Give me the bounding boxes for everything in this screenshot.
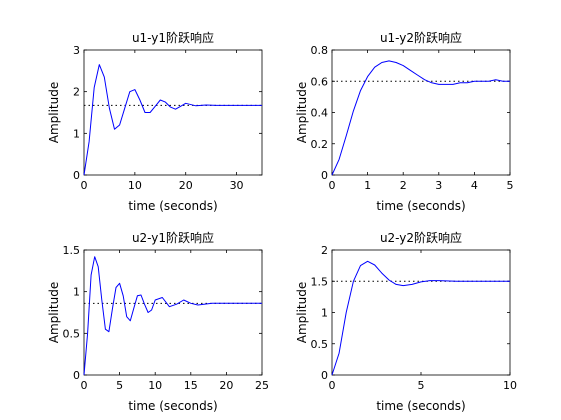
y-tick-label: 2 — [73, 86, 80, 99]
x-tick-label: 2 — [400, 179, 407, 192]
y-axis-label: Amplitude — [47, 82, 61, 144]
x-axis-label: time (seconds) — [376, 399, 465, 413]
y-tick-label: 1 — [73, 127, 80, 140]
subplot-title: u2-y2阶跃响应 — [380, 230, 462, 245]
x-axis-label: time (seconds) — [376, 199, 465, 213]
x-tick-label: 5 — [418, 379, 425, 392]
y-tick-label: 0.5 — [63, 327, 81, 340]
subplot-1: 0 10 20 30 0 1 2 3 u1-y1阶跃响应 time (seconds) Amplit… — [47, 30, 263, 213]
x-tick-label: 3 — [435, 179, 442, 192]
step-response-line — [331, 60, 510, 176]
x-tick-label: 4 — [471, 179, 478, 192]
x-tick-label: 1 — [364, 179, 371, 192]
x-tick-label: 20 — [179, 179, 193, 192]
y-tick-label: 0.6 — [311, 75, 329, 88]
x-tick-label: 5 — [116, 379, 123, 392]
y-tick-label: 2 — [321, 244, 328, 257]
y-tick-label: 0 — [73, 169, 80, 182]
x-tick-label: 5 — [507, 179, 514, 192]
plot-area — [331, 49, 511, 176]
y-tick-label: 0 — [321, 169, 328, 182]
subplot-4: 0 5 10 0 0.5 1 1.5 2 u2-y2阶跃响应 time (seconds) Ampl… — [295, 230, 517, 413]
y-axis-label: Amplitude — [295, 282, 309, 344]
x-axis-label: time (seconds) — [128, 199, 217, 213]
step-response-line — [331, 260, 510, 376]
subplot-title: u2-y1阶跃响应 — [132, 230, 214, 245]
x-axis-label: time (seconds) — [128, 399, 217, 413]
x-tick-label: 25 — [255, 379, 269, 392]
y-tick-label: 0.5 — [311, 338, 329, 351]
x-tick-label: 20 — [219, 379, 233, 392]
y-tick-label: 0.8 — [311, 44, 329, 57]
plot-area — [83, 49, 263, 176]
x-tick-label: 10 — [128, 179, 142, 192]
y-tick-label: 1 — [73, 286, 80, 299]
y-axis-label: Amplitude — [295, 82, 309, 144]
y-tick-label: 1.5 — [63, 244, 81, 257]
y-tick-label: 0.2 — [311, 138, 329, 151]
y-tick-label: 0 — [321, 369, 328, 382]
x-tick-label: 0 — [81, 379, 88, 392]
x-tick-label: 30 — [230, 179, 244, 192]
x-tick-label: 10 — [148, 379, 162, 392]
plot-area — [331, 249, 511, 376]
subplot-3: 0 5 10 15 20 25 0 0.5 1 1.5 u2-y1阶跃响应 time (seconds… — [47, 230, 269, 413]
step-response-line — [83, 64, 262, 176]
subplot-2: 0 1 2 3 4 5 0 0.2 0.4 0.6 0.8 u1-y2阶跃响应 time (second… — [295, 30, 514, 213]
y-axis-label: Amplitude — [47, 282, 61, 344]
x-tick-label: 15 — [184, 379, 198, 392]
subplot-title: u1-y1阶跃响应 — [132, 30, 214, 45]
y-tick-label: 0.4 — [311, 107, 329, 120]
step-response-line — [83, 256, 262, 376]
y-tick-label: 0 — [73, 369, 80, 382]
y-tick-label: 1 — [321, 307, 328, 320]
y-tick-label: 3 — [73, 44, 80, 57]
x-tick-label: 0 — [329, 179, 336, 192]
x-tick-label: 0 — [329, 379, 336, 392]
y-tick-label: 1.5 — [311, 275, 329, 288]
x-tick-label: 0 — [81, 179, 88, 192]
x-tick-label: 10 — [503, 379, 517, 392]
subplot-title: u1-y2阶跃响应 — [380, 30, 462, 45]
plot-area — [83, 249, 263, 376]
